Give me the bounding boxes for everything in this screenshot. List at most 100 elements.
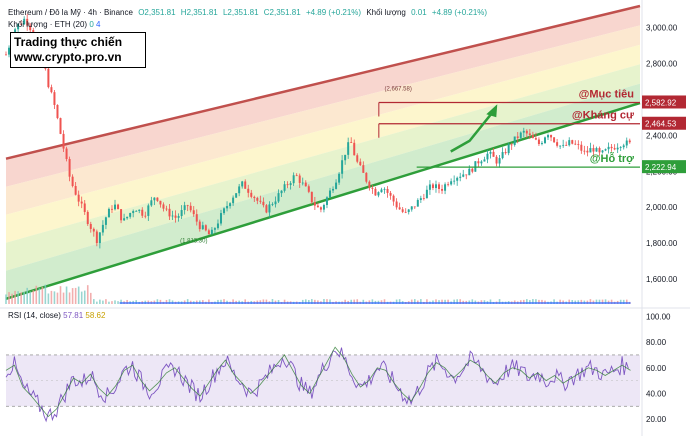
volume-ma-value-1: 0 — [89, 20, 94, 29]
candle-body — [210, 229, 213, 235]
volume-bar — [538, 299, 540, 304]
volume-bar — [68, 292, 71, 304]
open-value: O2,351.81 — [138, 8, 176, 17]
candle-body — [259, 200, 262, 202]
candle-body — [395, 201, 398, 208]
candle-body — [316, 205, 319, 208]
candle-body — [289, 183, 292, 186]
volume-bar — [96, 301, 98, 304]
watermark-line-1: Trading thực chiến — [14, 35, 123, 49]
volume-bar — [420, 299, 422, 304]
volume-bar — [147, 300, 150, 304]
volume-bar — [195, 300, 198, 304]
candle-body — [244, 181, 247, 189]
volume-bar — [522, 299, 525, 304]
candle-body — [310, 191, 313, 203]
candle-body — [374, 188, 377, 196]
projection-arrow — [450, 109, 496, 153]
volume-bar — [344, 299, 346, 304]
candle-body — [522, 130, 525, 133]
candle-body — [362, 165, 365, 173]
candle-body — [80, 201, 83, 204]
volume-bar — [14, 290, 16, 304]
candle-body — [29, 25, 32, 31]
candle-body — [625, 140, 628, 146]
volume-bar — [317, 300, 319, 304]
candle-body — [377, 192, 380, 196]
symbol-name[interactable]: Ethereum / Đô la Mỹ · 4h · Binance — [8, 8, 133, 17]
volume-change: +4.89 (+0.21%) — [431, 8, 488, 17]
volume-bar — [586, 300, 589, 304]
volume-bar — [592, 300, 595, 304]
change-value: +4.89 (+0.21%) — [305, 8, 362, 17]
volume-bar — [583, 300, 586, 304]
rsi-ma-line — [5, 346, 631, 418]
candle-body — [298, 175, 301, 183]
candle-body — [138, 209, 141, 211]
price-tick-label: 2,800.00 — [646, 59, 678, 68]
candle-body — [283, 184, 286, 191]
rsi-tick-label: 20.00 — [646, 415, 667, 424]
volume-bar — [526, 299, 528, 304]
candle-body — [104, 217, 107, 225]
candle-body — [519, 132, 522, 138]
volume-bar — [83, 290, 86, 304]
candle-body — [559, 145, 562, 147]
channel-lower-line — [5, 101, 641, 301]
volume-bar — [135, 300, 138, 304]
volume-bar — [41, 286, 44, 304]
candle-body — [5, 54, 7, 56]
candle-body — [271, 204, 274, 206]
rsi-label: RSI (14, close) — [8, 311, 61, 320]
rsi-value-1: 57.81 — [63, 311, 84, 320]
candle-body — [486, 153, 489, 160]
candle-body — [480, 161, 483, 164]
candle-body — [250, 192, 253, 197]
candle-body — [77, 194, 80, 202]
volume-bar — [23, 291, 25, 304]
volume-bar — [529, 300, 531, 304]
candle-body — [613, 148, 616, 150]
volume-bar — [395, 299, 398, 304]
candle-body — [589, 148, 592, 153]
volume-indicator-legend[interactable]: Khối lượng · ETH (20) 0 4 — [8, 20, 100, 29]
candle-body — [153, 197, 156, 201]
candle-body — [543, 137, 546, 144]
volume-bar — [559, 299, 561, 304]
candle-body — [471, 168, 474, 172]
volume-bar — [532, 299, 534, 304]
candle-body — [571, 140, 574, 144]
candle-body — [86, 211, 89, 224]
volume-bar — [159, 299, 162, 304]
channel-upper-line — [5, 4, 641, 160]
volume-bar — [202, 300, 204, 304]
candle-body — [89, 223, 92, 229]
volume-ma-label: Khối lượng · ETH (20) — [8, 20, 88, 29]
volume-bar — [38, 288, 41, 304]
candle-body — [531, 134, 534, 139]
volume-bar — [304, 299, 307, 304]
candle-body — [147, 205, 150, 216]
candle-body — [307, 186, 310, 192]
candle-body — [268, 204, 271, 213]
candle-body — [286, 184, 289, 186]
low-value: L2,351.81 — [222, 8, 259, 17]
candle-body — [404, 211, 407, 213]
rsi-tick-label: 40.00 — [646, 389, 667, 398]
volume-bar — [265, 299, 268, 304]
candle-body — [17, 23, 20, 30]
candle-body — [622, 145, 625, 148]
volume-bar — [432, 300, 434, 304]
candle-body — [213, 228, 216, 230]
channel-band — [6, 6, 640, 187]
volume-bar — [619, 299, 622, 304]
candle-body — [450, 181, 453, 185]
candle-body — [410, 206, 413, 210]
volume-bar — [189, 300, 192, 304]
candle-body — [562, 144, 565, 146]
rsi-legend[interactable]: RSI (14, close) 57.81 58.62 — [8, 311, 105, 320]
candle-body — [501, 152, 504, 159]
volume-bars — [5, 284, 631, 304]
volume-bar — [622, 299, 625, 304]
